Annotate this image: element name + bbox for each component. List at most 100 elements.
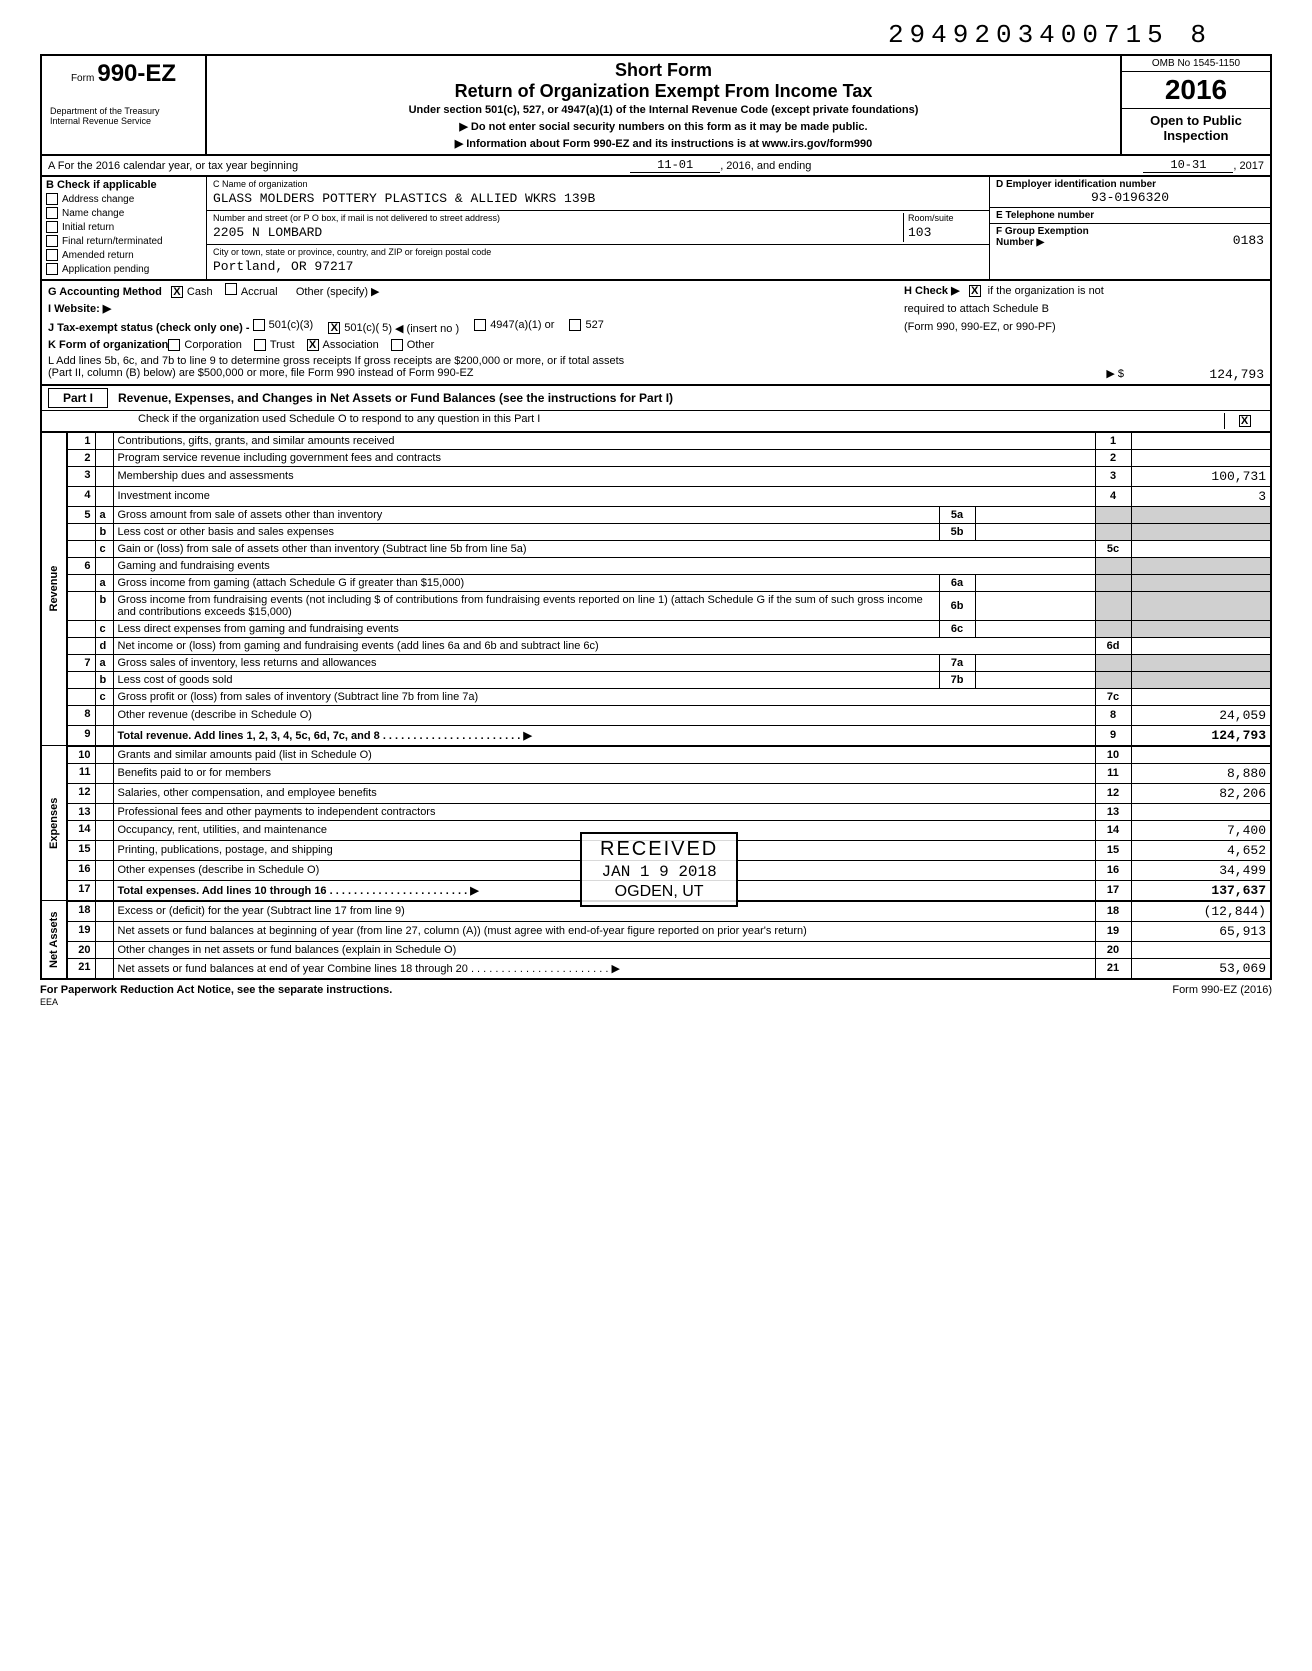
line-description: Gross amount from sale of assets other t… xyxy=(113,506,939,523)
row-l-arrow: ▶ $ xyxy=(1106,367,1124,382)
right-amount: 82,206 xyxy=(1131,783,1271,803)
row-j: J Tax-exempt status (check only one) - 5… xyxy=(40,317,1272,337)
label-501c-suffix: ) ◀ (insert no ) xyxy=(388,322,459,335)
checkbox-amended-return[interactable] xyxy=(46,249,58,261)
right-line-number: 14 xyxy=(1095,820,1131,840)
mid-amount xyxy=(975,671,1095,688)
right-num-shaded xyxy=(1095,591,1131,620)
line-sub xyxy=(95,880,113,901)
form-title-2: Return of Organization Exempt From Incom… xyxy=(211,81,1116,102)
checkbox-application-pending[interactable] xyxy=(46,263,58,275)
mid-amount xyxy=(975,654,1095,671)
omb-number: OMB No 1545-1150 xyxy=(1122,56,1270,72)
right-line-number: 3 xyxy=(1095,466,1131,486)
checkbox-other-org[interactable] xyxy=(391,339,403,351)
line-sub: b xyxy=(95,523,113,540)
line-description: Gross income from gaming (attach Schedul… xyxy=(113,574,939,591)
checkbox-association[interactable] xyxy=(307,339,319,351)
row-l-line1: L Add lines 5b, 6c, and 7b to line 9 to … xyxy=(48,355,1264,367)
label-amended-return: Amended return xyxy=(62,250,134,261)
form-arrow-1: ▶ Do not enter social security numbers o… xyxy=(211,120,1116,133)
line-number: 15 xyxy=(67,840,95,860)
top-document-number: 2949203400715 8 xyxy=(40,20,1272,50)
line-number: 3 xyxy=(67,466,95,486)
mid-amount xyxy=(975,620,1095,637)
label-4947: 4947(a)(1) or xyxy=(490,319,554,331)
right-amount: 124,793 xyxy=(1131,725,1271,746)
right-amt-shaded xyxy=(1131,620,1271,637)
addr-value: 2205 N LOMBARD xyxy=(213,223,903,242)
tax-year: 2016 xyxy=(1122,72,1270,109)
label-application-pending: Application pending xyxy=(62,264,149,275)
header-row: Form 990-EZ Department of the Treasury I… xyxy=(40,54,1272,156)
right-num-shaded xyxy=(1095,523,1131,540)
line-description: Other changes in net assets or fund bala… xyxy=(113,941,1095,958)
right-line-number: 20 xyxy=(1095,941,1131,958)
checkbox-corporation[interactable] xyxy=(168,339,180,351)
right-num-shaded xyxy=(1095,557,1131,574)
line-sub: b xyxy=(95,671,113,688)
line-number: 10 xyxy=(67,746,95,764)
checkbox-schedule-o[interactable] xyxy=(1239,415,1251,427)
dept-treasury: Department of the Treasury xyxy=(50,106,197,116)
schedule-o-check-row: Check if the organization used Schedule … xyxy=(40,411,1272,432)
right-amount: 7,400 xyxy=(1131,820,1271,840)
checkbox-schedule-b[interactable] xyxy=(969,285,981,297)
line-number: 4 xyxy=(67,486,95,506)
label-final-return: Final return/terminated xyxy=(62,236,163,247)
part1-label: Part I xyxy=(48,388,108,408)
checkbox-final-return[interactable] xyxy=(46,235,58,247)
checkbox-501c3[interactable] xyxy=(253,319,265,331)
checkbox-initial-return[interactable] xyxy=(46,221,58,233)
side-label-expenses: Expenses xyxy=(41,746,67,901)
line-number xyxy=(67,620,95,637)
right-line-number: 8 xyxy=(1095,705,1131,725)
checkbox-cash[interactable] xyxy=(171,286,183,298)
line-number xyxy=(67,591,95,620)
line-description: Other expenses (describe in Schedule O) xyxy=(113,860,1095,880)
right-line-number: 5c xyxy=(1095,540,1131,557)
checkbox-accrual[interactable] xyxy=(225,283,237,295)
line-sub xyxy=(95,486,113,506)
mid-amount xyxy=(975,523,1095,540)
right-line-number: 4 xyxy=(1095,486,1131,506)
line-number: 11 xyxy=(67,763,95,783)
line-sub: d xyxy=(95,637,113,654)
line-number: 20 xyxy=(67,941,95,958)
group-exemption-label: F Group Exemption xyxy=(996,226,1233,237)
line-sub: c xyxy=(95,620,113,637)
line-description: Gross income from fundraising events (no… xyxy=(113,591,939,620)
line-number: 2 xyxy=(67,449,95,466)
label-other-org: Other xyxy=(407,339,435,351)
side-label-netassets: Net Assets xyxy=(41,901,67,979)
right-num-shaded xyxy=(1095,574,1131,591)
mid-line-number: 7a xyxy=(939,654,975,671)
checkbox-527[interactable] xyxy=(569,319,581,331)
entity-section: B Check if applicable Address change Nam… xyxy=(40,177,1272,281)
line-number: 21 xyxy=(67,958,95,979)
line-sub xyxy=(95,746,113,764)
checkbox-address-change[interactable] xyxy=(46,193,58,205)
checkbox-501c[interactable] xyxy=(328,322,340,334)
line-number: 5 xyxy=(67,506,95,523)
checkbox-4947[interactable] xyxy=(474,319,486,331)
line-number xyxy=(67,523,95,540)
right-num-shaded xyxy=(1095,620,1131,637)
label-name-change: Name change xyxy=(62,208,124,219)
row-i: I Website: ▶ required to attach Schedule… xyxy=(40,300,1272,317)
checkbox-name-change[interactable] xyxy=(46,207,58,219)
line-sub: a xyxy=(95,506,113,523)
checkbox-trust[interactable] xyxy=(254,339,266,351)
right-line-number: 16 xyxy=(1095,860,1131,880)
line-sub xyxy=(95,449,113,466)
line-description: Benefits paid to or for members xyxy=(113,763,1095,783)
line-number: 9 xyxy=(67,725,95,746)
line-sub xyxy=(95,860,113,880)
right-amt-shaded xyxy=(1131,591,1271,620)
right-amt-shaded xyxy=(1131,506,1271,523)
mid-line-number: 5a xyxy=(939,506,975,523)
part1-title: Revenue, Expenses, and Changes in Net As… xyxy=(114,387,1270,409)
right-amount: 34,499 xyxy=(1131,860,1271,880)
right-line-number: 17 xyxy=(1095,880,1131,901)
row-h-label: H Check ▶ xyxy=(904,285,960,297)
